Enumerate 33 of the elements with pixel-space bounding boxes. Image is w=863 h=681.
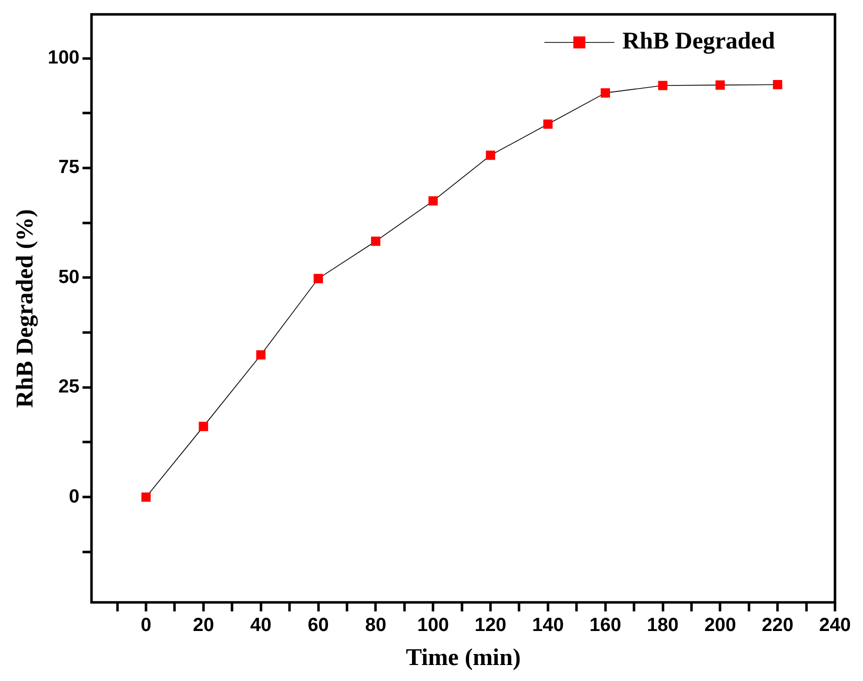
point <box>600 88 610 98</box>
x-tick-label: 200 <box>704 615 736 636</box>
x-tick-label: 240 <box>819 615 851 636</box>
x-tick-label: 60 <box>308 615 329 636</box>
x-tick-label: 120 <box>474 615 506 636</box>
point <box>658 80 668 90</box>
x-tick-label: 80 <box>365 615 386 636</box>
y-axis-title: RhB Degraded (%) <box>12 209 39 408</box>
legend-label: RhB Degraded <box>622 28 776 55</box>
point <box>543 119 553 129</box>
x-tick-label: 20 <box>192 615 214 636</box>
y-tick-label: 100 <box>48 48 80 69</box>
x-tick-label: 220 <box>762 615 794 636</box>
point <box>371 236 380 246</box>
x-tick-label: 180 <box>646 615 679 636</box>
y-tick-label: 50 <box>58 266 80 288</box>
y-tick-label: 25 <box>58 376 80 398</box>
x-tick-label: 40 <box>250 615 272 636</box>
point <box>256 350 266 360</box>
point <box>486 150 496 160</box>
x-axis-title: Time (min) <box>406 644 521 671</box>
y-tick-label: 75 <box>58 157 80 178</box>
point <box>198 422 208 432</box>
x-tick-label: 140 <box>532 615 564 636</box>
point <box>141 492 151 502</box>
x-tick-label: 0 <box>140 615 152 636</box>
x-tick-label: 100 <box>417 615 449 636</box>
point <box>314 274 323 284</box>
y-tick-label: 0 <box>68 486 80 508</box>
point <box>716 80 725 90</box>
x-tick-label: 160 <box>589 615 622 636</box>
point <box>772 80 782 90</box>
point <box>428 196 438 206</box>
